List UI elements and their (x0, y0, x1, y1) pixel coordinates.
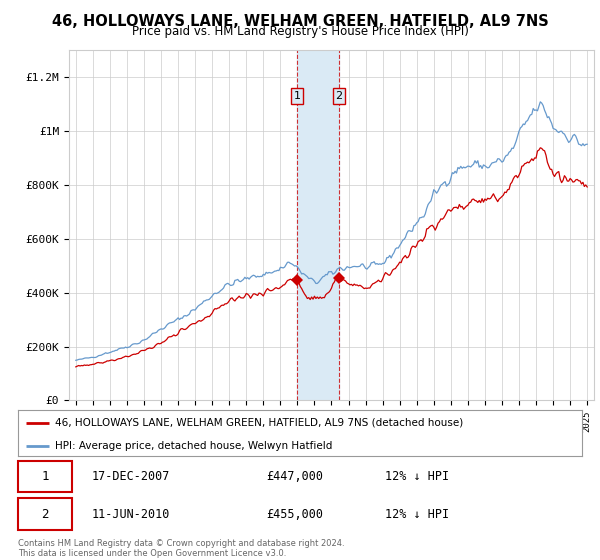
Text: 12% ↓ HPI: 12% ↓ HPI (385, 507, 449, 521)
Text: 46, HOLLOWAYS LANE, WELHAM GREEN, HATFIELD, AL9 7NS (detached house): 46, HOLLOWAYS LANE, WELHAM GREEN, HATFIE… (55, 418, 463, 428)
Text: 12% ↓ HPI: 12% ↓ HPI (385, 470, 449, 483)
Text: 1: 1 (293, 91, 301, 101)
Text: 2: 2 (335, 91, 343, 101)
Text: 2: 2 (41, 507, 49, 521)
Text: HPI: Average price, detached house, Welwyn Hatfield: HPI: Average price, detached house, Welw… (55, 441, 332, 451)
FancyBboxPatch shape (18, 498, 71, 530)
Text: Price paid vs. HM Land Registry's House Price Index (HPI): Price paid vs. HM Land Registry's House … (131, 25, 469, 38)
Bar (297, 50, 339, 400)
Text: Contains HM Land Registry data © Crown copyright and database right 2024.
This d: Contains HM Land Registry data © Crown c… (18, 539, 344, 558)
Text: £447,000: £447,000 (266, 470, 323, 483)
Text: £455,000: £455,000 (266, 507, 323, 521)
Text: 46, HOLLOWAYS LANE, WELHAM GREEN, HATFIELD, AL9 7NS: 46, HOLLOWAYS LANE, WELHAM GREEN, HATFIE… (52, 14, 548, 29)
FancyBboxPatch shape (18, 461, 71, 492)
Text: 17-DEC-2007: 17-DEC-2007 (91, 470, 170, 483)
Text: 1: 1 (41, 470, 49, 483)
Text: 11-JUN-2010: 11-JUN-2010 (91, 507, 170, 521)
